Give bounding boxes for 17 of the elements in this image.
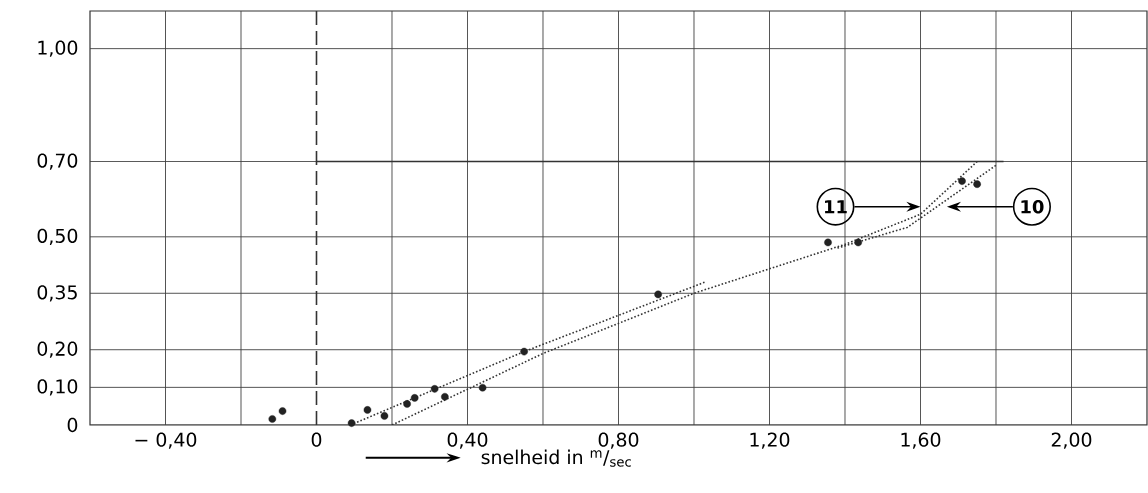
x-tick-label: 1,60 bbox=[901, 432, 941, 449]
y-tick-label: 0,20 bbox=[37, 341, 78, 358]
x-tick-label: 2,00 bbox=[1051, 432, 1092, 449]
y-tick-label: 0,10 bbox=[37, 379, 78, 396]
x-tick-label: 1,20 bbox=[750, 432, 790, 449]
annotation: 11 bbox=[825, 200, 847, 214]
y-tick-label: 0 bbox=[67, 417, 78, 433]
y-tick-label: 1,00 bbox=[38, 40, 78, 57]
x-tick-label: 0,40 bbox=[447, 432, 488, 449]
y-tick-label: 0,35 bbox=[37, 285, 77, 302]
x-tick-label: 0,80 bbox=[598, 432, 639, 449]
x-tick-label: 0 bbox=[311, 432, 322, 447]
x-axis-title: snelheid in $^{m}$/$_{sec}$ bbox=[481, 449, 631, 467]
x-tick-label: − 0,40 bbox=[135, 432, 197, 449]
y-tick-label: 0,50 bbox=[37, 228, 78, 245]
y-tick-label: 0,70 bbox=[37, 153, 78, 170]
annotation: 10 bbox=[1021, 199, 1044, 214]
